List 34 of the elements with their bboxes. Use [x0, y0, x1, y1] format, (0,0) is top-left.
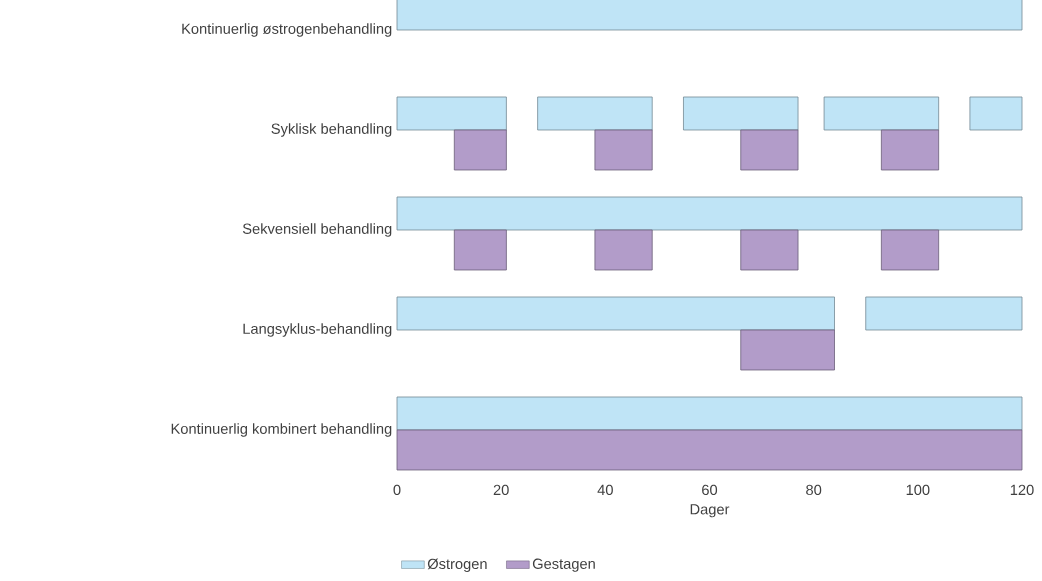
bar: [683, 96, 799, 131]
legend-label: Østrogen: [427, 558, 487, 572]
x-tick-label: 0: [393, 484, 401, 496]
bar: [396, 396, 1023, 431]
x-axis-title: Dager: [690, 504, 730, 518]
bar: [880, 129, 940, 171]
bar: [396, 429, 1023, 471]
bar: [453, 129, 507, 171]
bar: [537, 96, 653, 131]
y-tick-label: Sekvensiell behandling: [242, 223, 392, 237]
x-tick-label: 40: [597, 484, 613, 496]
bar: [880, 229, 940, 271]
bar: [740, 329, 835, 371]
bar: [740, 229, 799, 271]
x-tick-label: 100: [906, 484, 930, 496]
bar: [865, 296, 1023, 331]
y-tick-label: Kontinuerlig kombinert behandling: [171, 423, 392, 437]
bar: [594, 129, 653, 171]
y-tick-label: Langsyklus-behandling: [243, 323, 392, 337]
bar: [396, 296, 835, 331]
x-tick-label: 60: [702, 484, 718, 496]
y-tick-label: Syklisk behandling: [271, 123, 392, 137]
bar: [823, 96, 940, 131]
bar: [740, 129, 799, 171]
y-tick-label: Kontinuerlig østrogenbehandling: [182, 23, 392, 37]
bar: [453, 229, 507, 271]
legend-label: Gestagen: [532, 558, 595, 572]
bar: [594, 229, 653, 271]
bar: [396, 96, 507, 131]
x-tick-label: 80: [806, 484, 822, 496]
bar: [396, 196, 1023, 231]
x-tick-label: 120: [1010, 484, 1034, 496]
x-tick-label: 20: [493, 484, 509, 496]
bar: [969, 96, 1023, 131]
